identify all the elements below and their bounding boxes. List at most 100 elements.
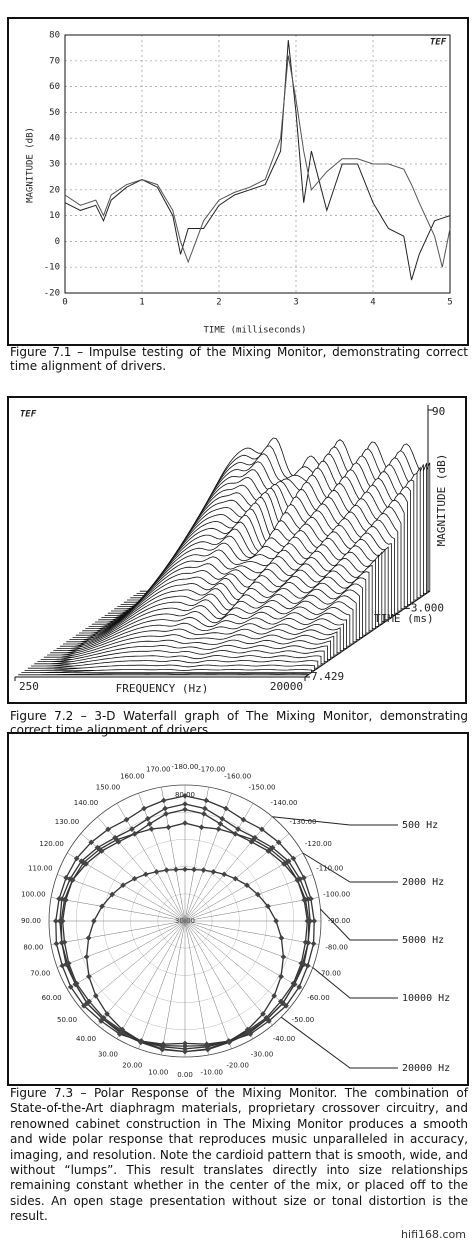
- y-tick-label: -10: [44, 263, 60, 273]
- polar-marker: [281, 861, 287, 867]
- caption: Figure 7.1 – Impulse testing of the Mixi…: [10, 345, 468, 373]
- theta-tick-label: 170.00: [146, 765, 171, 773]
- legend-leader: [320, 908, 398, 941]
- spoke: [57, 920, 186, 968]
- polar-marker: [215, 826, 222, 832]
- polar-marker: [203, 1041, 210, 1048]
- x-tick-label: 5: [447, 298, 452, 308]
- polar-marker: [88, 839, 95, 846]
- spoke: [161, 920, 186, 1055]
- x-tick-label: 0: [62, 298, 67, 308]
- theta-tick-label: 50.00: [57, 1016, 77, 1024]
- polar-marker: [81, 1002, 87, 1009]
- theta-tick-label: -180.00: [171, 763, 198, 771]
- polar-marker: [221, 871, 227, 878]
- polar-marker: [182, 806, 188, 813]
- polar-marker: [63, 874, 69, 881]
- polar-marker: [248, 838, 255, 845]
- theta-tick-label: -40.00: [273, 1035, 296, 1043]
- x-tick-label: 4: [370, 298, 375, 308]
- polar-marker: [73, 855, 80, 862]
- theta-tick-label: 70.00: [30, 970, 50, 978]
- polar-marker: [225, 1038, 232, 1044]
- spoke: [184, 920, 254, 1039]
- theta-tick-label: 80.00: [23, 944, 43, 952]
- polar-marker: [198, 824, 205, 831]
- waterfall-slice: [24, 664, 315, 671]
- polar-marker: [99, 903, 105, 910]
- polar-marker: [78, 858, 85, 864]
- polar-marker: [235, 826, 241, 832]
- impulse-line: [64, 55, 451, 268]
- polar-marker: [160, 1041, 167, 1048]
- spoke: [57, 874, 186, 922]
- theta-tick-label: -160.00: [224, 772, 251, 780]
- polar-marker: [182, 793, 188, 799]
- y-tick-label: -20: [44, 289, 60, 299]
- polar-marker: [182, 801, 188, 807]
- polar-marker: [308, 895, 314, 902]
- polar-marker: [278, 973, 284, 980]
- x-tick-label: 2: [216, 298, 221, 308]
- spoke: [184, 874, 313, 922]
- legend-label: 20000 Hz: [402, 1063, 450, 1074]
- polar-marker: [255, 891, 261, 898]
- polar-marker: [131, 875, 138, 882]
- polar-marker: [98, 1018, 104, 1024]
- polar-marker: [269, 844, 276, 851]
- polar-marker: [232, 831, 239, 837]
- polar-marker: [275, 839, 282, 846]
- theta-tick-label: 160.00: [120, 772, 145, 780]
- polar-marker: [83, 861, 89, 867]
- y-tick-label: 40: [49, 134, 60, 144]
- theta-tick-label: -30.00: [251, 1050, 274, 1058]
- axis-line: [304, 590, 431, 678]
- polar-marker: [200, 867, 207, 873]
- polar-marker: [59, 962, 66, 969]
- legend-leader: [312, 967, 398, 999]
- theta-tick-label: 110.00: [28, 864, 53, 872]
- theta-tick-label: 60.00: [42, 994, 62, 1002]
- theta-tick-label: -110.00: [316, 864, 343, 872]
- spoke: [184, 920, 209, 1055]
- polar-marker: [153, 868, 160, 875]
- theta-tick-label: 130.00: [55, 818, 80, 826]
- polar-marker: [58, 939, 65, 946]
- polar-marker: [173, 866, 179, 873]
- polar-marker: [52, 918, 59, 924]
- polar-marker: [305, 939, 312, 946]
- y-tick-label: 10: [49, 211, 60, 221]
- figure-frame: [7, 732, 469, 1086]
- polar-marker: [291, 981, 298, 988]
- spoke: [138, 920, 186, 1049]
- x-tick-label: 3: [293, 298, 298, 308]
- spoke: [184, 803, 254, 922]
- polar-marker: [265, 903, 271, 910]
- polar-marker: [141, 805, 147, 812]
- spoke: [51, 920, 186, 945]
- legend-leader: [280, 1016, 398, 1069]
- theta-tick-label: -80.00: [325, 944, 348, 952]
- theta-tick-label: -70.00: [318, 970, 341, 978]
- y-tick-label: 80: [49, 31, 60, 41]
- polar-marker: [203, 797, 210, 804]
- polar-marker: [280, 1000, 286, 1007]
- polar-marker: [266, 1018, 272, 1024]
- spoke: [184, 920, 303, 990]
- caption: Figure 7.2 – 3-D Waterfall graph of The …: [10, 709, 468, 737]
- theta-tick-label: 40.00: [76, 1035, 96, 1043]
- polar-marker: [273, 918, 279, 924]
- polar-marker: [86, 973, 92, 980]
- polar-marker: [310, 940, 317, 947]
- theta-tick-label: -140.00: [270, 799, 297, 807]
- theta-tick-label: -130.00: [289, 818, 316, 826]
- theta-tick-label: -150.00: [248, 784, 275, 792]
- x-axis-label: FREQUENCY (Hz): [116, 682, 209, 695]
- theta-tick-label: 0.00: [177, 1071, 193, 1079]
- theta-tick-label: -90.00: [328, 917, 351, 925]
- polar-marker: [240, 816, 247, 823]
- watermark: hifi168.com: [401, 1228, 466, 1241]
- x-axis-label: TIME (milliseconds): [204, 326, 307, 336]
- theta-tick-label: 100.00: [21, 890, 46, 898]
